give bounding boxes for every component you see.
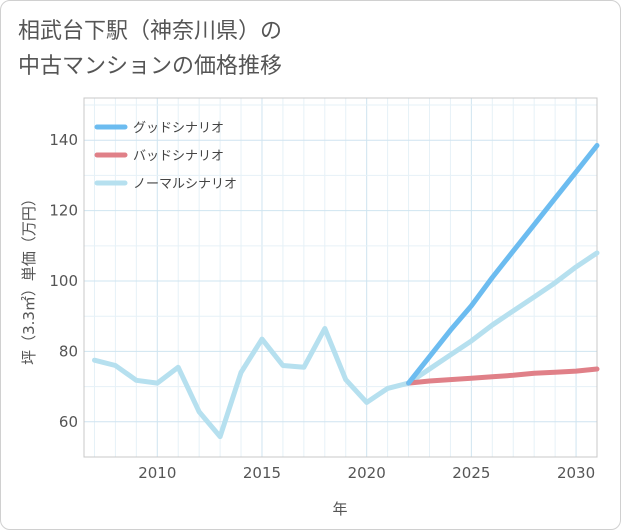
chart-title: 相武台下駅（神奈川県）の 中古マンションの価格推移 — [18, 14, 282, 84]
y-tick-label-140: 140 — [49, 131, 78, 149]
y-tick-label-100: 100 — [49, 272, 78, 290]
y-tick-label-120: 120 — [49, 202, 78, 220]
legend-label-normal: ノーマルシナリオ — [133, 177, 237, 192]
y-tick-label-60: 60 — [59, 413, 78, 431]
y-axis-title: 坪（3.3㎡）単価（万円） — [20, 191, 38, 365]
legend-label-good: グッドシナリオ — [133, 121, 224, 136]
x-tick-label-2025: 2025 — [452, 464, 490, 482]
x-tick-label-2030: 2030 — [557, 464, 595, 482]
series-lines — [92, 143, 600, 440]
x-axis-title: 年 — [332, 500, 347, 518]
legend-label-bad: バッドシナリオ — [133, 149, 224, 164]
plot-area — [83, 97, 598, 458]
legend: グッドシナリオ バッドシナリオ ノーマルシナリオ — [94, 121, 237, 192]
chart-title-line-2: 中古マンションの価格推移 — [18, 54, 283, 79]
series-line-bad — [406, 366, 600, 386]
tick-labels: 2010 2015 2020 2025 2030 60 80 100 120 140 — [49, 131, 595, 482]
grid-lines — [84, 98, 598, 457]
chart-title-line-1: 相武台下駅（神奈川県）の — [18, 19, 283, 44]
series-line-good — [406, 143, 600, 386]
y-tick-label-80: 80 — [59, 342, 78, 360]
series-line-normal — [92, 250, 600, 440]
x-tick-label-2020: 2020 — [348, 464, 386, 482]
x-tick-label-2015: 2015 — [243, 464, 281, 482]
x-tick-label-2010: 2010 — [138, 464, 176, 482]
